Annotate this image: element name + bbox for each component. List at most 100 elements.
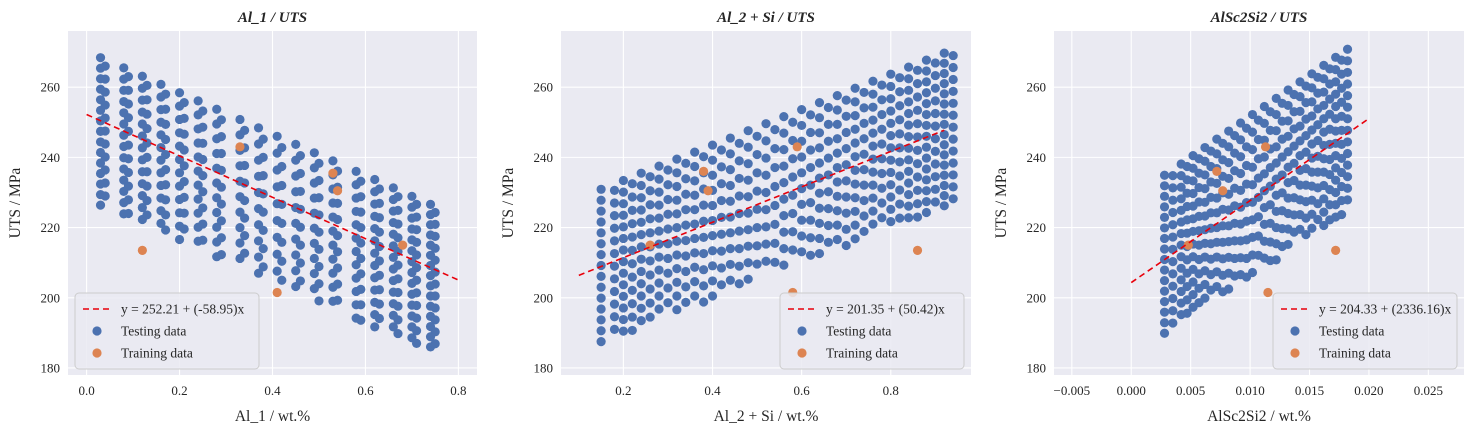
testing-point xyxy=(939,129,949,140)
testing-point xyxy=(1283,147,1293,157)
testing-point xyxy=(430,303,440,313)
testing-point xyxy=(198,138,208,148)
testing-point xyxy=(850,220,860,230)
testing-point xyxy=(707,276,718,286)
testing-point xyxy=(948,62,958,73)
legend: y = 204.33 + (2336.16)x Testing data Train… xyxy=(1272,292,1458,370)
testing-point xyxy=(1283,116,1293,126)
testing-point xyxy=(645,298,655,308)
testing-point xyxy=(797,105,807,115)
testing-point xyxy=(1259,152,1269,162)
testing-point xyxy=(948,134,958,144)
testing-point xyxy=(309,148,319,158)
x-tick-label: 0.4 xyxy=(704,383,721,398)
testing-point xyxy=(1295,106,1305,116)
testing-point xyxy=(716,212,727,222)
testing-point xyxy=(797,168,807,178)
testing-point xyxy=(948,158,958,168)
testing-point xyxy=(645,186,655,196)
testing-point xyxy=(198,219,208,229)
testing-point xyxy=(198,106,208,116)
testing-point xyxy=(216,115,226,125)
x-axis-label: Al_2 + Si / wt.% xyxy=(714,408,819,425)
testing-point xyxy=(850,138,860,148)
testing-point xyxy=(654,187,664,197)
x-tick-label: 0.010 xyxy=(1235,383,1264,398)
testing-point xyxy=(645,228,655,238)
testing-point xyxy=(939,99,949,109)
testing-point xyxy=(645,312,655,322)
testing-point xyxy=(609,211,620,221)
testing-point xyxy=(1342,114,1353,124)
testing-point xyxy=(161,104,171,114)
testing-point xyxy=(374,227,384,237)
testing-point xyxy=(868,180,878,190)
testing-point xyxy=(948,182,958,192)
testing-point xyxy=(904,166,914,177)
y-tick-label: 260 xyxy=(41,80,61,95)
testing-point xyxy=(636,266,646,277)
testing-point xyxy=(1295,224,1305,234)
testing-point xyxy=(912,105,923,115)
testing-point xyxy=(734,279,744,289)
testing-point xyxy=(734,191,744,201)
testing-point xyxy=(797,231,807,241)
testing-point xyxy=(277,275,287,285)
testing-point xyxy=(618,291,628,301)
testing-point xyxy=(174,234,185,245)
training-point xyxy=(1260,142,1271,152)
testing-point xyxy=(328,156,338,166)
testing-point xyxy=(411,300,422,311)
testing-point xyxy=(123,208,134,219)
testing-point xyxy=(370,174,380,185)
testing-point xyxy=(904,74,914,84)
testing-point xyxy=(805,198,816,208)
testing-point xyxy=(179,98,189,108)
testing-point xyxy=(734,226,744,236)
testing-point xyxy=(1168,293,1178,304)
testing-point xyxy=(179,129,189,139)
testing-point xyxy=(216,132,226,142)
testing-point xyxy=(277,218,287,228)
testing-point xyxy=(142,95,152,105)
testing-point xyxy=(1212,281,1222,292)
testing-point xyxy=(672,250,682,260)
testing-point xyxy=(100,113,110,123)
testing-point xyxy=(332,295,343,305)
testing-point xyxy=(198,235,208,245)
testing-point xyxy=(725,259,735,270)
testing-point xyxy=(1342,160,1353,170)
testing-point xyxy=(948,50,958,61)
testing-point xyxy=(743,208,753,218)
testing-point xyxy=(596,228,606,238)
testing-point xyxy=(618,210,628,220)
testing-point xyxy=(1168,171,1178,181)
testing-point xyxy=(752,241,762,251)
testing-point xyxy=(430,315,440,325)
testing-point xyxy=(814,143,825,153)
testing-point xyxy=(314,193,324,203)
testing-point xyxy=(850,193,860,203)
testing-point xyxy=(1159,191,1170,201)
testing-point xyxy=(1247,127,1258,137)
testing-point xyxy=(725,275,735,285)
testing-point xyxy=(123,99,134,109)
testing-point xyxy=(411,250,422,260)
testing-point xyxy=(100,152,110,162)
y-axis-label: UTS / MPa xyxy=(7,168,24,239)
testing-point xyxy=(930,184,940,194)
testing-point xyxy=(430,279,440,289)
testing-point xyxy=(805,110,816,120)
testing-point xyxy=(886,217,896,227)
legend-testing-swatch xyxy=(1290,326,1300,336)
testing-point xyxy=(1182,295,1192,305)
testing-point xyxy=(707,231,718,241)
testing-point xyxy=(779,112,789,122)
testing-point xyxy=(654,161,664,171)
testing-point xyxy=(921,153,932,163)
testing-point xyxy=(393,274,403,284)
testing-point xyxy=(859,165,869,175)
testing-point xyxy=(823,237,833,247)
testing-point xyxy=(1159,265,1170,275)
testing-point xyxy=(609,185,620,195)
